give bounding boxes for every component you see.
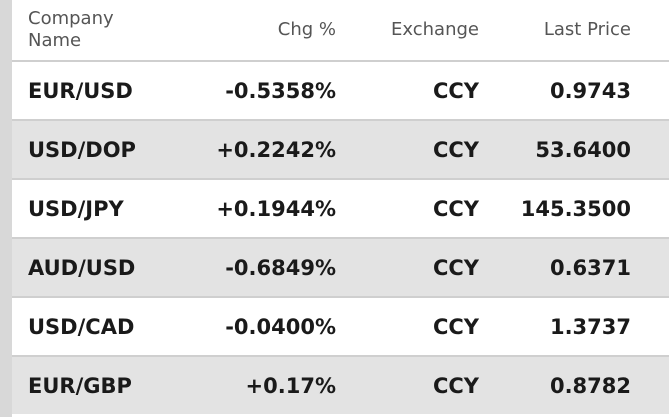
column-header[interactable]: Chg % xyxy=(277,19,336,40)
change-percent: +0.17% xyxy=(178,355,336,414)
column-header-text: Company Name xyxy=(28,8,114,51)
symbol: AUD/USD xyxy=(12,237,178,297)
quote-row[interactable]: USD/CAD -0.0400% CCY 1.3737 xyxy=(12,296,669,356)
exchange: CCY xyxy=(336,296,479,356)
last-price: 0.8782 xyxy=(479,355,669,414)
quote-row[interactable]: EUR/GBP +0.17% CCY 0.8782 xyxy=(12,355,669,414)
last-price: 145.3500 xyxy=(479,178,669,238)
exchange: CCY xyxy=(336,119,479,179)
exchange: CCY xyxy=(336,237,479,297)
quote-row[interactable]: EUR/USD -0.5358% CCY 0.9743 xyxy=(12,60,669,120)
last-price: 53.6400 xyxy=(479,119,669,179)
last-price: 0.9743 xyxy=(479,60,669,120)
change-percent: +0.1944% xyxy=(178,178,336,238)
quote-table: Company Name Chg % Exchange Last Price E… xyxy=(12,0,669,414)
change-percent: -0.5358% xyxy=(178,60,336,120)
column-header[interactable]: Company Name xyxy=(12,0,178,61)
quote-row[interactable]: USD/JPY +0.1944% CCY 145.3500 xyxy=(12,178,669,238)
table-body: EUR/USD -0.5358% CCY 0.9743 USD/DOP +0.2242% C… xyxy=(12,60,669,414)
symbol: USD/DOP xyxy=(12,119,178,179)
change-percent: +0.2242% xyxy=(178,119,336,179)
exchange: CCY xyxy=(336,60,479,120)
last-price: 0.6371 xyxy=(479,237,669,297)
change-percent: -0.0400% xyxy=(178,296,336,356)
quote-row[interactable]: USD/DOP +0.2242% CCY 53.6400 xyxy=(12,119,669,179)
symbol: EUR/USD xyxy=(12,60,178,120)
symbol: USD/CAD xyxy=(12,296,178,356)
column-header[interactable]: Last Price xyxy=(543,19,631,40)
symbol: USD/JPY xyxy=(12,178,178,238)
exchange: CCY xyxy=(336,178,479,238)
exchange: CCY xyxy=(336,355,479,414)
last-price: 1.3737 xyxy=(479,296,669,356)
change-percent: -0.6849% xyxy=(178,237,336,297)
header-row: Company Name Chg % Exchange Last Price xyxy=(12,0,669,61)
column-header[interactable]: Exchange xyxy=(391,19,479,40)
quote-row[interactable]: AUD/USD -0.6849% CCY 0.6371 xyxy=(12,237,669,297)
symbol: EUR/GBP xyxy=(12,355,178,414)
